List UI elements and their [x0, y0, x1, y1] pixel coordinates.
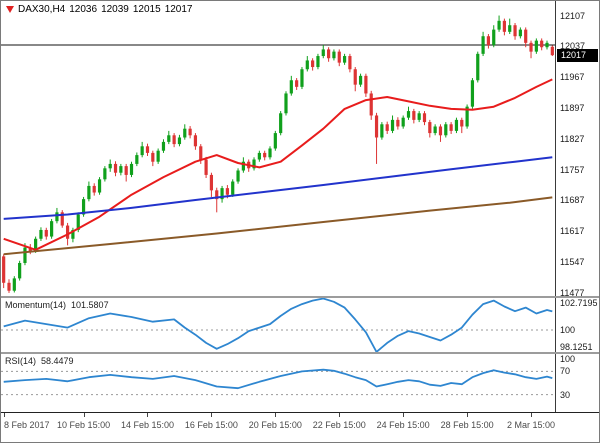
- price-axis-label: 11617: [560, 226, 585, 237]
- price-axis-label: 11477: [560, 287, 585, 296]
- price-axis[interactable]: 12107 12037 11967 11897 11827 11757 11687 11617…: [555, 1, 599, 296]
- momentum-label: Momentum(14): [5, 300, 67, 310]
- ohlc-low: 12015: [132, 4, 161, 15]
- momentum-axis[interactable]: 102.7195 100 98.1251: [555, 298, 599, 352]
- price-axis-label: 11687: [560, 195, 585, 206]
- price-axis-label: 11897: [560, 102, 585, 113]
- momentum-axis-label: 102.7195: [560, 298, 598, 308]
- momentum-axis-label: 98.1251: [560, 342, 593, 352]
- rsi-axis-label: 30: [560, 389, 571, 400]
- time-axis-label: 16 Feb 15:00: [184, 420, 238, 430]
- rsi-axis-label: 70: [560, 366, 571, 377]
- momentum-chart-canvas[interactable]: [1, 298, 555, 352]
- rsi-axis[interactable]: 100 70 30: [555, 354, 599, 412]
- price-panel[interactable]: 12107 12037 11967 11897 11827 11757 11687 11617…: [1, 1, 599, 296]
- time-tick: [339, 413, 341, 417]
- time-axis-label: 2 Mar 15:00: [507, 420, 556, 430]
- time-tick: [467, 413, 469, 417]
- price-axis-label: 12107: [560, 10, 586, 21]
- time-tick: [147, 413, 149, 417]
- time-axis-label: 24 Feb 15:00: [376, 420, 430, 430]
- rsi-panel[interactable]: 100 70 30 RSI(14) 58.4479: [1, 354, 599, 412]
- rsi-header: RSI(14) 58.4479: [5, 356, 74, 366]
- symbol-timeframe-label: DAX30,H4: [18, 4, 66, 15]
- price-chart-canvas[interactable]: [1, 1, 555, 296]
- momentum-axis-label: 100: [560, 324, 576, 335]
- time-axis-label: 22 Feb 15:00: [312, 420, 366, 430]
- price-down-triangle-icon: [6, 6, 14, 13]
- price-axis-label: 12037: [560, 41, 586, 52]
- time-axis-label: 8 Feb 2017: [4, 420, 50, 430]
- momentum-header: Momentum(14) 101.5807: [5, 300, 109, 310]
- rsi-chart-canvas[interactable]: [1, 354, 555, 412]
- ohlc-open: 12036: [69, 4, 98, 15]
- time-axis-label: 14 Feb 15:00: [120, 420, 175, 430]
- time-axis-label: 28 Feb 15:00: [440, 420, 494, 430]
- time-axis-label: 10 Feb 15:00: [57, 420, 111, 430]
- time-tick: [275, 413, 277, 417]
- time-axis[interactable]: 8 Feb 2017 10 Feb 15:00 14 Feb 15:00 16 Feb…: [1, 412, 599, 442]
- ohlc-close: 12017: [164, 4, 193, 15]
- price-axis-label: 11757: [560, 164, 585, 175]
- panel-splitter[interactable]: [1, 352, 599, 354]
- time-tick: [531, 413, 533, 417]
- momentum-value: 101.5807: [71, 300, 109, 310]
- price-axis-label: 11547: [560, 257, 585, 268]
- current-price-tag: 12017: [557, 49, 598, 63]
- price-axis-label: 11827: [560, 133, 585, 144]
- time-tick: [403, 413, 405, 417]
- rsi-value: 58.4479: [41, 356, 74, 366]
- ohlc-high: 12039: [101, 4, 129, 15]
- time-tick: [211, 413, 213, 417]
- panel-splitter[interactable]: [1, 296, 599, 298]
- chart-header: DAX30,H4 12036 12039 12015 12017: [6, 4, 193, 15]
- momentum-panel[interactable]: 102.7195 100 98.1251 Momentum(14) 101.5807: [1, 298, 599, 352]
- rsi-label: RSI(14): [5, 356, 37, 366]
- time-tick: [83, 413, 85, 417]
- time-axis-label: 20 Feb 15:00: [248, 420, 302, 430]
- time-tick: [3, 413, 5, 417]
- rsi-axis-label: 100: [560, 354, 576, 364]
- price-axis-label: 11967: [560, 72, 585, 83]
